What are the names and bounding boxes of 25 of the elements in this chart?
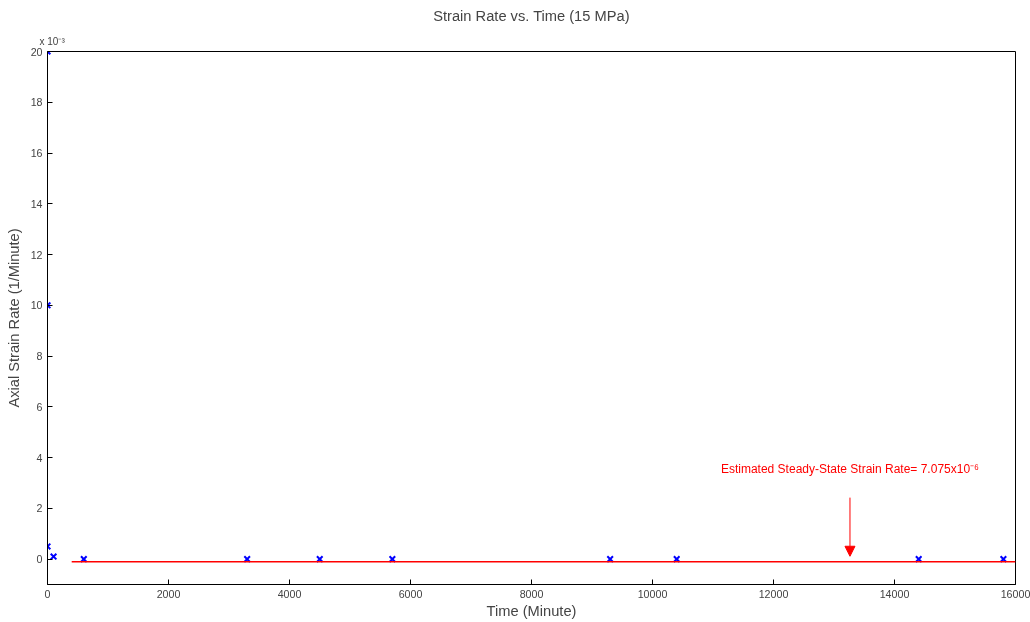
y-tick-label: 0 <box>36 553 43 566</box>
y-tick-label: 4 <box>36 451 43 464</box>
y-tick-label: 16 <box>30 147 43 160</box>
x-tick-label: 10000 <box>637 587 668 600</box>
text: x 10⁻³ <box>39 35 66 47</box>
chart-title: Strain Rate vs. Time (15 MPa) <box>433 7 630 24</box>
x-tick-label: 16000 <box>1000 587 1030 600</box>
y-tick-label: 20 <box>30 45 43 58</box>
y-axis-title: Axial Strain Rate (1/Minute) <box>5 228 22 408</box>
y-tick-label: 2 <box>36 502 43 515</box>
x-axis-title: Time (Minute) <box>486 602 577 619</box>
y-tick-label: 8 <box>36 350 43 363</box>
x-tick-label: 0 <box>44 587 51 600</box>
x-tick-label: 12000 <box>758 587 789 600</box>
annotation: Estimated Steady-State Strain Rate= 7.075x10⁻⁶ <box>720 462 980 477</box>
x-tick-label: 14000 <box>879 587 910 600</box>
x-tick-label: 2000 <box>156 587 181 600</box>
y-tick-label: 10 <box>30 299 43 312</box>
y-tick-label: 14 <box>30 197 43 210</box>
x-tick-label: 8000 <box>519 587 544 600</box>
x-tick-label: 6000 <box>398 587 423 600</box>
x-tick-label: 4000 <box>277 587 302 600</box>
y-tick-label: 18 <box>30 96 43 109</box>
y-tick-label: 6 <box>36 400 43 413</box>
y-tick-label: 12 <box>30 248 43 261</box>
